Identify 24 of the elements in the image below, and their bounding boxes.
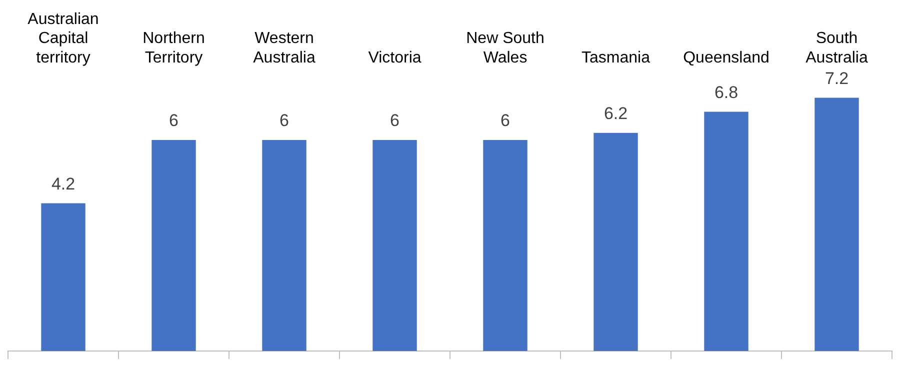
bar	[262, 140, 306, 351]
data-label: 6	[390, 111, 400, 130]
data-label: 6	[280, 111, 289, 130]
data-label: 6.2	[604, 104, 628, 124]
data-label: 6	[500, 111, 510, 130]
x-tick-label: Tasmania	[582, 49, 650, 66]
data-label: 4.2	[51, 174, 76, 194]
bar	[152, 140, 196, 351]
x-tick-label: Victoria	[368, 49, 422, 66]
bar	[41, 203, 86, 351]
bar	[372, 140, 417, 351]
bar	[594, 132, 638, 351]
x-tick-label: South Australia	[806, 30, 868, 66]
x-tick-label: Queensland	[683, 49, 770, 66]
bar	[483, 140, 528, 351]
data-label: 7.2	[824, 68, 849, 88]
data-label: 6	[169, 111, 178, 130]
bar	[814, 98, 859, 351]
x-tick-label: Western Australia	[253, 30, 316, 66]
data-label: 6.8	[714, 82, 738, 102]
bar	[704, 112, 748, 351]
x-tick-label: Northern Territory	[142, 30, 205, 66]
x-tick-label: New South Wales	[466, 30, 544, 66]
x-tick-label: Australian Capital territory	[28, 11, 99, 66]
